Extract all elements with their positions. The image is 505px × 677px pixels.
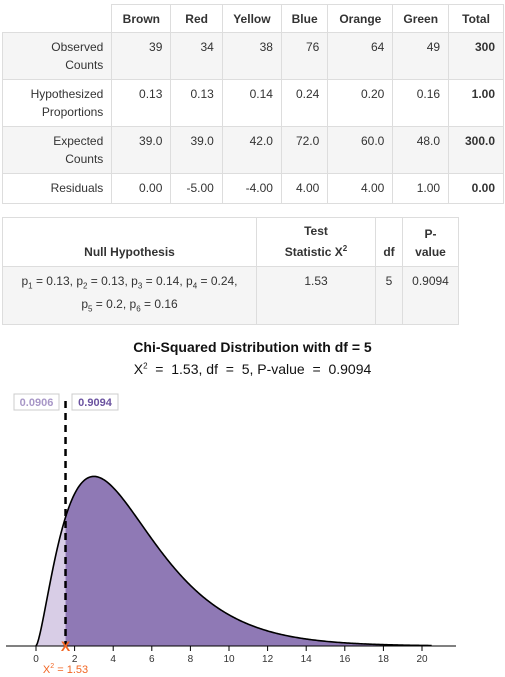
- table-cell-total: 300.0: [448, 126, 504, 174]
- table-cell: 0.13: [170, 79, 223, 127]
- left-area-label-box: [13, 393, 60, 411]
- x-tick-label: 8: [188, 654, 194, 665]
- col-header-brown: Brown: [111, 4, 172, 33]
- x-tick-label: 20: [416, 654, 428, 665]
- col-header-blue: Blue: [280, 4, 329, 33]
- row-label-expected: Expected Counts: [1, 126, 113, 174]
- chi-squared-chart: 0 2 4 6 8 10 12 14 16 18 20 0.0906 0.9094 X X2 = 1…: [6, 393, 456, 676]
- right-tail-area: [65, 476, 432, 646]
- header-null-hypothesis: Null Hypothesis: [2, 217, 257, 267]
- table-cell: -4.00: [221, 173, 282, 204]
- right-area-label-box: [71, 393, 119, 411]
- x-tick-label: 14: [301, 654, 313, 665]
- test-table: Null Hypothesis Test Statistic X2 df P-va…: [2, 217, 459, 325]
- table-cell: 0.16: [392, 79, 450, 127]
- row-label-observed: Observed Counts: [1, 32, 113, 80]
- test-header-row: Null Hypothesis Test Statistic X2 df P-va…: [2, 217, 459, 267]
- header-df: df: [375, 217, 403, 267]
- table-cell: 38: [221, 32, 282, 80]
- table-cell-total: 1.00: [448, 79, 504, 127]
- row-label-proportions: Hypothesized Proportions: [1, 79, 113, 127]
- col-header-red: Red: [170, 4, 223, 33]
- col-header-green: Green: [392, 4, 450, 33]
- table-cell: 42.0: [221, 126, 282, 174]
- statistic-marker: X: [61, 638, 71, 654]
- table-cell: -5.00: [170, 173, 223, 204]
- table-cell: 72.0: [280, 126, 329, 174]
- table-cell: 1.00: [392, 173, 450, 204]
- expected-row: Expected Counts 39.0 39.0 42.0 72.0 60.0 …: [1, 126, 504, 174]
- table-cell: 48.0: [392, 126, 450, 174]
- header-test-statistic: Test Statistic X2: [256, 217, 376, 267]
- proportions-row: Hypothesized Proportions 0.13 0.13 0.14 0…: [1, 79, 504, 127]
- x-tick-label: 4: [110, 654, 116, 665]
- table-cell: 0.00: [111, 173, 172, 204]
- col-header-orange: Orange: [327, 4, 394, 33]
- col-header-yellow: Yellow: [221, 4, 282, 33]
- table-cell: 60.0: [327, 126, 394, 174]
- row-label-residuals: Residuals: [1, 173, 113, 204]
- right-area-label: 0.9094: [71, 393, 119, 411]
- table-cell: 34: [170, 32, 223, 80]
- table-cell-total: 0.00: [448, 173, 504, 204]
- left-area-label-text: 0.0906: [20, 397, 54, 409]
- table-cell: 0.20: [327, 79, 394, 127]
- table-cell: 64: [327, 32, 394, 80]
- chart-title: Chi-Squared Distribution with df = 5: [133, 339, 372, 355]
- table-cell: 39.0: [111, 126, 172, 174]
- table-cell: 0.14: [221, 79, 282, 127]
- df-cell: 5: [375, 266, 403, 325]
- table-cell: 76: [280, 32, 329, 80]
- table-cell-total: 300: [448, 32, 504, 80]
- chart-subtitle: X2 = 1.53, df = 5, P-value = 0.9094: [133, 361, 372, 377]
- density-curve: [35, 475, 432, 647]
- x-tick-label: 6: [149, 654, 155, 665]
- table-cell: 0.13: [111, 79, 172, 127]
- statistic-marker-label: X2 = 1.53: [43, 663, 88, 676]
- col-header-total: Total: [448, 4, 504, 33]
- x-tick-label: 10: [223, 654, 235, 665]
- counts-header-row: Brown Red Yellow Blue Orange Green Total: [2, 4, 504, 33]
- observed-row: Observed Counts 39 34 38 76 64 49 300: [1, 32, 504, 80]
- x-tick-label: 2: [72, 654, 78, 665]
- left-area-label: 0.0906: [13, 393, 60, 411]
- x-axis-ticks: 0 2 4 6 8 10 12 14 16 18 20: [33, 646, 428, 665]
- test-row: p1 = 0.13, p2 = 0.13, p3 = 0.14, p4 = 0.…: [2, 266, 459, 325]
- x-tick-label: 0: [33, 654, 39, 665]
- null-hypothesis-cell: p1 = 0.13, p2 = 0.13, p3 = 0.14, p4 = 0.…: [2, 266, 257, 325]
- table-cell: 39: [111, 32, 172, 80]
- table-cell: 4.00: [327, 173, 394, 204]
- test-statistic-cell: 1.53: [256, 266, 376, 325]
- corner-cell: [2, 4, 113, 33]
- p-value-cell: 0.9094: [402, 266, 459, 325]
- counts-table: Brown Red Yellow Blue Orange Green Total…: [1, 4, 504, 204]
- x-tick-label: 18: [378, 654, 390, 665]
- table-cell: 4.00: [280, 173, 329, 204]
- x-tick-label: 16: [339, 654, 351, 665]
- x-tick-label: 12: [262, 654, 274, 665]
- table-cell: 39.0: [170, 126, 223, 174]
- table-cell: 0.24: [280, 79, 329, 127]
- residuals-row: Residuals 0.00 -5.00 -4.00 4.00 4.00 1.0…: [1, 173, 504, 204]
- table-cell: 49: [392, 32, 450, 80]
- right-area-label-text: 0.9094: [78, 397, 113, 409]
- header-p-value: P-value: [402, 217, 459, 267]
